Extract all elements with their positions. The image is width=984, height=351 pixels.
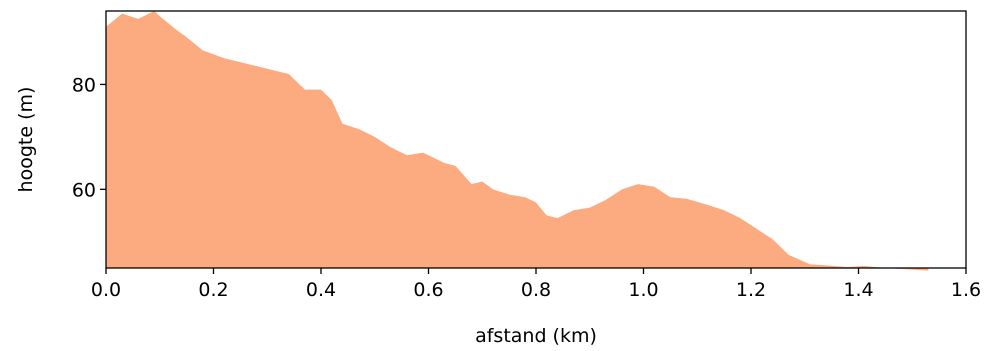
x-tick-label: 1.4 (843, 279, 873, 301)
x-axis: 0.0 0.2 0.4 0.6 0.8 1.0 1.2 1.4 1.6 (91, 268, 981, 301)
area-layer (106, 11, 929, 271)
y-tick-label: 80 (72, 74, 96, 96)
x-tick-label: 1.2 (736, 279, 766, 301)
y-axis: 60 80 (72, 74, 106, 201)
x-tick-label: 1.6 (951, 279, 981, 301)
x-axis-label: afstand (km) (475, 325, 597, 347)
y-axis-label: hoogte (m) (15, 87, 37, 193)
x-tick-label: 0.8 (521, 279, 551, 301)
elevation-area (106, 11, 929, 271)
x-tick-label: 0.2 (198, 279, 228, 301)
x-tick-label: 0.6 (413, 279, 443, 301)
x-tick-label: 0.0 (91, 279, 121, 301)
x-tick-label: 0.4 (306, 279, 336, 301)
y-tick-label: 60 (72, 179, 96, 201)
x-tick-label: 1.0 (628, 279, 658, 301)
